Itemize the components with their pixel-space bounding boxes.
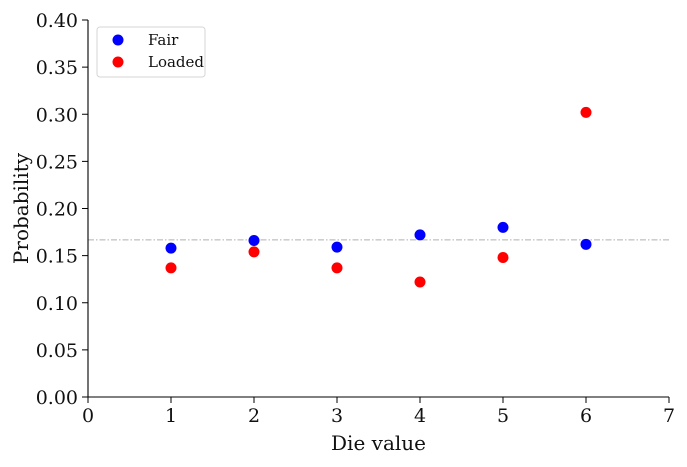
legend-label-loaded: Loaded	[148, 53, 204, 71]
data-point-loaded-4	[414, 276, 426, 288]
y-tick-label: 0.35	[36, 57, 78, 79]
x-tick-label: 7	[663, 405, 675, 427]
x-tick-label: 2	[248, 405, 260, 427]
legend-marker-loaded	[112, 56, 124, 68]
data-point-fair-6	[580, 238, 592, 250]
y-tick-label: 0.15	[36, 246, 78, 268]
data-point-loaded-3	[331, 262, 343, 274]
data-point-loaded-5	[497, 252, 509, 264]
data-points	[165, 106, 592, 288]
y-tick-label: 0.00	[36, 387, 78, 409]
y-tick-label: 0.05	[36, 340, 78, 362]
y-tick-label: 0.20	[36, 199, 78, 221]
x-tick-label: 3	[331, 405, 343, 427]
x-tick-label: 6	[580, 405, 592, 427]
x-axis-title: Die value	[331, 431, 426, 455]
y-tick-label: 0.30	[36, 104, 78, 126]
legend-marker-fair	[112, 34, 124, 46]
data-point-fair-1	[165, 242, 177, 254]
x-tick-label: 1	[165, 405, 177, 427]
axes: 0 1 2 3 4 5 6 7 0.00 0.05 0.10 0.15 0.20 0.25 0.30 0.35…	[36, 10, 675, 427]
y-tick-label: 0.40	[36, 10, 78, 32]
legend-label-fair: Fair	[148, 31, 179, 49]
x-tick-label: 0	[82, 405, 94, 427]
data-point-fair-5	[497, 221, 509, 233]
x-tick-label: 4	[414, 405, 426, 427]
y-axis-title: Probability	[9, 152, 33, 264]
data-point-fair-2	[248, 235, 260, 247]
data-point-fair-4	[414, 229, 426, 241]
data-point-loaded-1	[165, 262, 177, 274]
data-point-fair-3	[331, 241, 343, 253]
x-tick-label: 5	[497, 405, 509, 427]
y-tick-label: 0.25	[36, 151, 78, 173]
data-point-loaded-6	[580, 106, 592, 118]
legend: Fair Loaded	[96, 26, 206, 78]
data-point-loaded-2	[248, 246, 260, 258]
legend-box	[96, 26, 206, 78]
y-tick-label: 0.10	[36, 293, 78, 315]
